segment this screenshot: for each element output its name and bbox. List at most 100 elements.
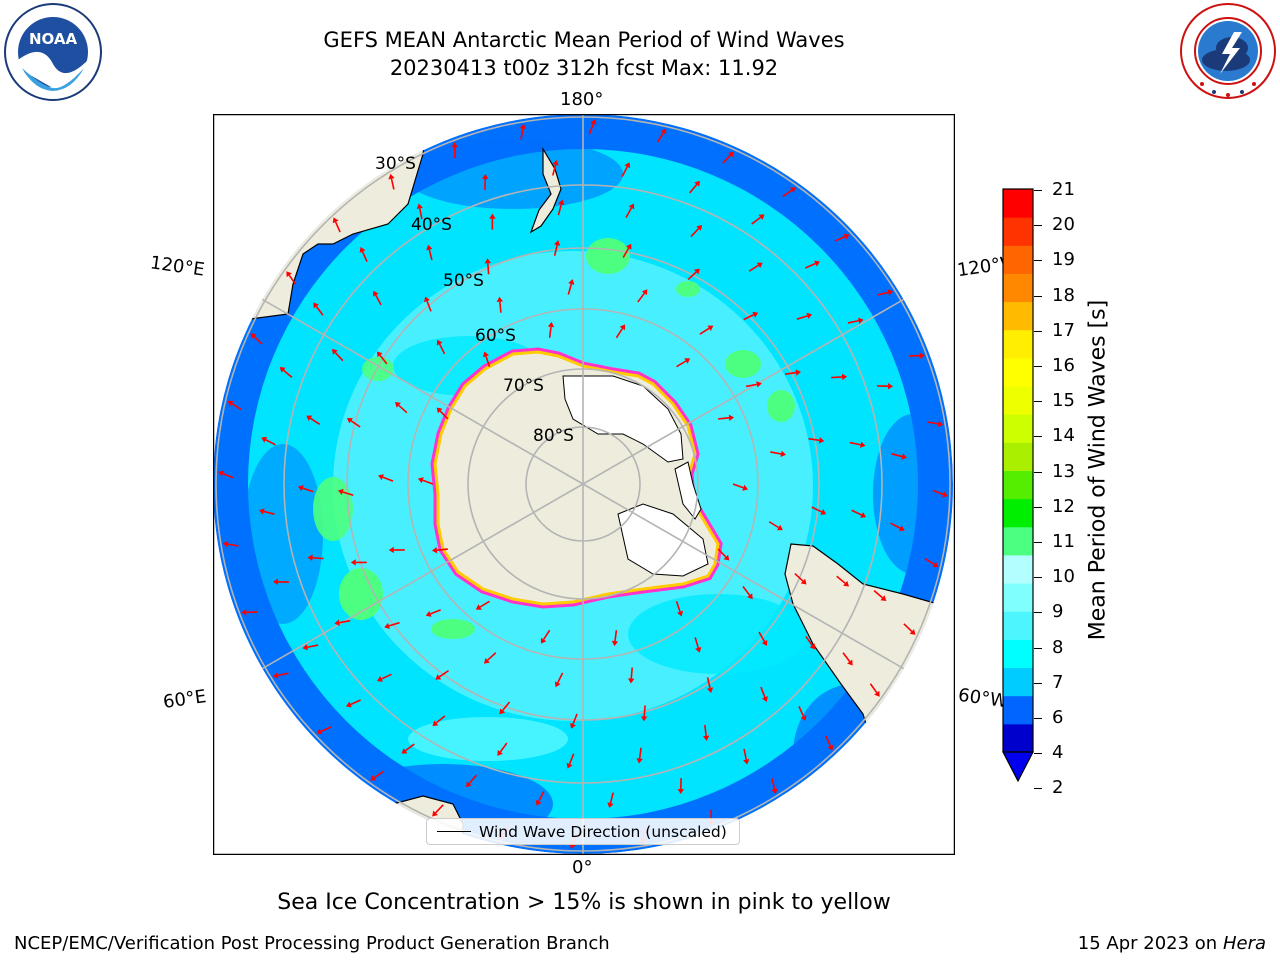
wave-direction-arrow-head bbox=[694, 180, 700, 187]
colorbar-label: Mean Period of Wind Waves [s] bbox=[1085, 299, 1111, 641]
wave-direction-arrow-shaft bbox=[548, 326, 552, 338]
colorbar-tick-label: 18 bbox=[1052, 284, 1075, 306]
chart-subtitle: 20230413 t00z 312h fcst Max: 11.92 bbox=[389, 56, 779, 80]
colorbar-segment bbox=[1003, 217, 1033, 246]
colorbar-tick-label: 15 bbox=[1052, 390, 1075, 412]
wave-direction-arrow-shaft bbox=[622, 247, 630, 258]
wave-direction-arrow-shaft bbox=[831, 376, 843, 379]
wave-direction-arrow-head bbox=[611, 640, 619, 647]
wave-direction-arrow-head bbox=[628, 203, 635, 210]
wave-direction-arrow-shaft bbox=[851, 509, 862, 516]
colorbar-segment bbox=[1003, 554, 1033, 584]
colorbar-tick-mark bbox=[1034, 542, 1042, 543]
wave-direction-arrow-head bbox=[696, 224, 703, 231]
colorbar-segment bbox=[1003, 611, 1033, 640]
wave-direction-arrow-shaft bbox=[751, 216, 762, 225]
wave-direction-arrow-shaft bbox=[542, 629, 551, 640]
wave-direction-arrow-head bbox=[942, 491, 948, 498]
wave-direction-arrow-shaft bbox=[805, 635, 813, 646]
colorbar-tick-mark bbox=[1034, 577, 1042, 579]
wave-direction-arrow-shaft bbox=[468, 774, 477, 784]
wave-direction-arrow-head bbox=[860, 512, 867, 518]
wave-direction-arrow-shaft bbox=[302, 487, 314, 493]
wave-direction-arrow-head bbox=[337, 488, 344, 496]
wave-direction-arrow-head bbox=[909, 629, 916, 635]
colorbar-segment bbox=[1003, 301, 1033, 331]
wave-direction-arrow-shaft bbox=[689, 184, 698, 194]
wave-direction-arrow-head bbox=[436, 407, 443, 414]
credit-line: NCEP/EMC/Verification Post Processing Pr… bbox=[14, 933, 610, 954]
wave-direction-arrow-head bbox=[761, 696, 768, 703]
wave-direction-arrow-shaft bbox=[350, 420, 361, 428]
wave-direction-arrow-shaft bbox=[227, 543, 239, 547]
wave-direction-arrow-shaft bbox=[588, 123, 595, 135]
wave-direction-arrow-head bbox=[489, 213, 496, 219]
wave-direction-arrow-head bbox=[313, 302, 319, 309]
wave-direction-arrow-head bbox=[553, 240, 561, 246]
colorbar-tick-label: 7 bbox=[1052, 671, 1064, 693]
wave-direction-arrow-head bbox=[874, 690, 880, 697]
wave-direction-arrow-head bbox=[384, 622, 390, 629]
wave-direction-arrow-shaft bbox=[567, 283, 573, 295]
wave-direction-arrow-head bbox=[424, 296, 430, 303]
wave-direction-arrow-shaft bbox=[796, 315, 808, 320]
wave-direction-arrow-head bbox=[558, 199, 565, 206]
wave-direction-arrow-shaft bbox=[342, 491, 354, 496]
wave-direction-arrow-head bbox=[858, 317, 864, 324]
colorbar-tick-label: 17 bbox=[1052, 319, 1075, 341]
wave-direction-arrow-head bbox=[306, 415, 313, 422]
wave-direction-arrow-head bbox=[519, 123, 527, 130]
noaa-logo-text: NOAA bbox=[29, 30, 78, 48]
wave-direction-arrow-head bbox=[388, 173, 395, 180]
wave-direction-arrow-shaft bbox=[439, 410, 449, 420]
wave-direction-arrow-shaft bbox=[435, 715, 446, 724]
colorbar-tick-mark bbox=[1034, 225, 1042, 227]
wave-direction-arrow-head bbox=[887, 289, 894, 296]
wave-direction-arrow-shaft bbox=[426, 300, 432, 312]
colorbar-tick-label: 16 bbox=[1052, 355, 1075, 376]
wave-direction-arrow-head bbox=[218, 470, 224, 477]
colorbar-segment bbox=[1003, 667, 1033, 697]
wave-direction-arrow-shaft bbox=[253, 336, 263, 345]
wave-direction-arrow-head bbox=[624, 162, 631, 169]
wave-direction-arrow-head bbox=[859, 441, 866, 448]
wave-direction-arrow-shaft bbox=[849, 441, 861, 446]
wave-direction-arrow-shaft bbox=[398, 404, 408, 414]
date-stamp: 15 Apr 2023 on Hera bbox=[1078, 933, 1266, 954]
wave-direction-arrow-head bbox=[346, 417, 353, 424]
wave-direction-arrow-shaft bbox=[687, 271, 697, 281]
wave-direction-arrow-shaft bbox=[438, 343, 446, 355]
wave-direction-arrow-head bbox=[660, 128, 667, 135]
wave-direction-arrow-shaft bbox=[847, 319, 859, 324]
wave-direction-arrow-head bbox=[827, 744, 834, 751]
wave-direction-arrow-head bbox=[761, 639, 768, 646]
wave-direction-arrow-shaft bbox=[614, 630, 618, 642]
wave-direction-arrow-head bbox=[818, 437, 825, 444]
wave-direction-arrow-head bbox=[800, 715, 807, 721]
wave-direction-arrow-head bbox=[752, 311, 759, 318]
wave-direction-arrow-head bbox=[723, 554, 730, 561]
colorbar-tick-label: 6 bbox=[1052, 707, 1064, 728]
wave-direction-arrow-shaft bbox=[388, 621, 400, 627]
wave-direction-arrow-head bbox=[316, 728, 323, 735]
wave-direction-arrow-head bbox=[332, 217, 339, 224]
chart-title: GEFS MEAN Antarctic Mean Period of Wind … bbox=[323, 28, 845, 52]
wave-direction-arrow-head bbox=[250, 333, 257, 339]
wave-direction-arrow-shaft bbox=[717, 548, 727, 558]
wave-direction-arrow-head bbox=[887, 383, 894, 390]
colorbar-segment bbox=[1003, 414, 1033, 443]
lat-label-40s: 40°S bbox=[411, 215, 452, 235]
wave-direction-arrow-head bbox=[684, 358, 691, 364]
wave-direction-arrow-shaft bbox=[784, 371, 797, 376]
wave-direction-arrow-head bbox=[820, 509, 827, 515]
wave-direction-arrow-shaft bbox=[428, 249, 433, 261]
wave-direction-arrow-head bbox=[636, 758, 643, 764]
wave-direction-arrow-head bbox=[401, 748, 408, 754]
wave-direction-arrow-shaft bbox=[436, 548, 448, 551]
wave-direction-arrow-shaft bbox=[307, 644, 319, 649]
wave-direction-arrow-shaft bbox=[718, 417, 730, 420]
colorbar-tick-mark bbox=[1034, 190, 1042, 191]
weddell-ice-shelf bbox=[617, 503, 709, 577]
wave-direction-arrow-shaft bbox=[924, 557, 935, 566]
wave-direction-arrow-head bbox=[272, 672, 279, 679]
